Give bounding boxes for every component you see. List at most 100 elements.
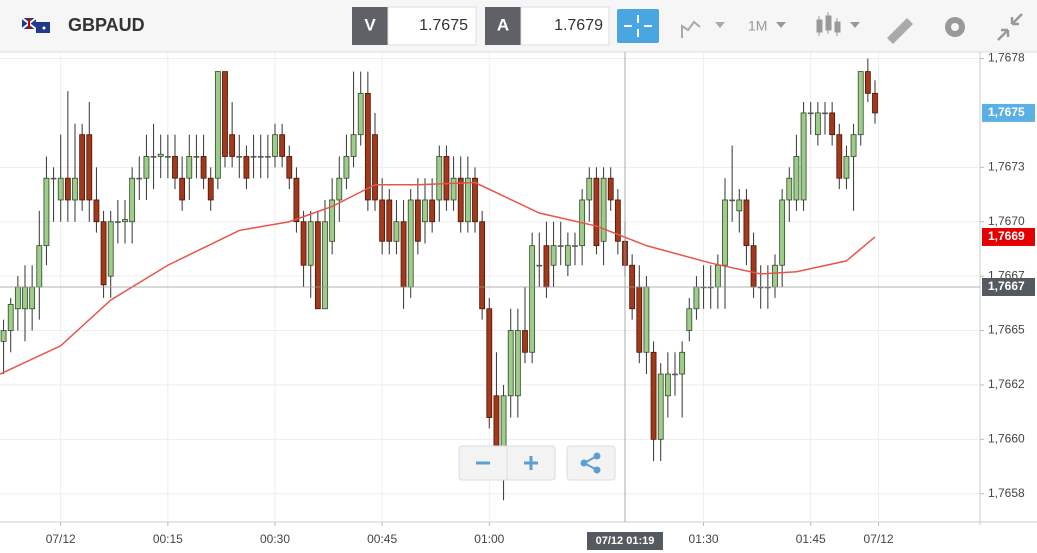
- bid-button[interactable]: [352, 7, 388, 45]
- candle-body: [107, 221, 114, 277]
- draw-button[interactable]: [887, 18, 913, 44]
- x-tick-label: 01:00: [474, 532, 504, 546]
- candle-body: [314, 221, 321, 310]
- candle-body: [793, 156, 800, 201]
- y-tick-label: 1,7662: [988, 377, 1025, 391]
- candle-body: [207, 177, 214, 201]
- candle-body: [357, 92, 364, 136]
- price-label-box: [982, 227, 1035, 246]
- ask-price: 1.7679: [554, 17, 603, 34]
- candle-body: [800, 112, 807, 201]
- x-tick-label: 01:45: [796, 532, 826, 546]
- candle-body: [472, 177, 478, 223]
- x-tick-label: 07/12: [864, 532, 894, 546]
- candle-body: [607, 177, 614, 201]
- zoom-in[interactable]: [524, 456, 538, 470]
- crosshair-button[interactable]: [617, 9, 659, 43]
- candle-body: [550, 245, 557, 266]
- candle-body: [14, 286, 21, 310]
- candle-body: [543, 245, 550, 288]
- crosshair-price-box: [982, 278, 1035, 296]
- x-tick-label: 00:30: [260, 532, 290, 546]
- candle-body: [829, 112, 836, 136]
- candle-body: [643, 286, 650, 353]
- candle-body: [372, 134, 378, 201]
- candle-body: [614, 199, 621, 242]
- candle-body: [650, 351, 657, 440]
- zoom-controls: [458, 445, 616, 481]
- candle-body: [250, 156, 257, 158]
- candle-body: [464, 177, 471, 223]
- candle-body: [29, 286, 36, 310]
- candle-body: [600, 177, 607, 242]
- candle-body: [114, 221, 121, 223]
- flag-icon: [21, 17, 50, 33]
- candle-body: [386, 199, 393, 242]
- candle-body: [300, 221, 307, 266]
- candle-body: [400, 221, 407, 288]
- moving-average: [0, 181, 876, 375]
- x-tick-label: 01:30: [689, 532, 719, 546]
- bid-price: 1.7675: [419, 17, 468, 34]
- candle-body: [779, 199, 786, 266]
- candle-body: [822, 112, 828, 115]
- candle-body: [279, 134, 286, 157]
- candle-body: [814, 112, 821, 136]
- candle-body: [286, 156, 293, 179]
- candle-body: [350, 134, 357, 157]
- candle-body: [672, 373, 678, 376]
- bid-label: V: [364, 15, 376, 34]
- ask-box: [520, 6, 610, 46]
- candle-body: [586, 177, 593, 201]
- candle-body: [664, 373, 671, 397]
- timeframe[interactable]: 1M: [748, 18, 767, 34]
- y-tick-label: 1,7658: [988, 486, 1025, 500]
- candle-body: [414, 199, 421, 242]
- candle-body: [186, 156, 193, 179]
- price-label-box: [982, 103, 1035, 122]
- candle-body: [522, 330, 528, 353]
- candle-body: [336, 177, 343, 201]
- candle-body: [657, 373, 664, 440]
- candle-body: [786, 177, 793, 201]
- overlay: 1,7675 1,7669 1,7667 07/12 01:19: [0, 52, 1035, 550]
- ask-button[interactable]: [485, 7, 521, 45]
- candle-body: [293, 177, 300, 223]
- candle-body: [22, 286, 28, 310]
- chart-type-button[interactable]: [681, 20, 725, 38]
- candle-body: [36, 245, 43, 288]
- candle-body: [64, 177, 71, 201]
- candle-body: [222, 71, 228, 157]
- settings-button[interactable]: [945, 17, 965, 37]
- candle-body: [93, 199, 100, 223]
- candles-button[interactable]: [816, 12, 860, 36]
- candle-body: [693, 286, 700, 310]
- candle-body: [150, 156, 157, 158]
- candle-body: [679, 351, 686, 375]
- candle-body: [436, 156, 443, 201]
- crosshair-price-label: 1,7667: [988, 279, 1025, 293]
- candle-body: [243, 156, 250, 179]
- y-tick-label: 1,7670: [988, 214, 1025, 228]
- candle-body: [100, 221, 107, 286]
- candle-body: [7, 304, 14, 331]
- candle-body: [50, 177, 57, 180]
- candle-body: [172, 156, 178, 179]
- candle-body: [57, 177, 64, 201]
- candle-body: [772, 264, 778, 288]
- share-button[interactable]: [566, 445, 616, 481]
- collapse-button[interactable]: [997, 13, 1023, 41]
- candle-body: [422, 199, 428, 223]
- candle-body: [564, 245, 571, 266]
- candle-body: [164, 156, 171, 158]
- candle-body: [636, 286, 643, 353]
- candle-body: [557, 245, 564, 247]
- x-tick-label: 00:45: [367, 532, 397, 546]
- candle-body: [857, 71, 864, 136]
- candle-body: [514, 330, 521, 397]
- candle-body: [872, 92, 878, 114]
- candle-body: [714, 264, 721, 288]
- candle-body: [329, 199, 336, 242]
- candle-body: [843, 156, 850, 179]
- candle-body: [307, 221, 314, 266]
